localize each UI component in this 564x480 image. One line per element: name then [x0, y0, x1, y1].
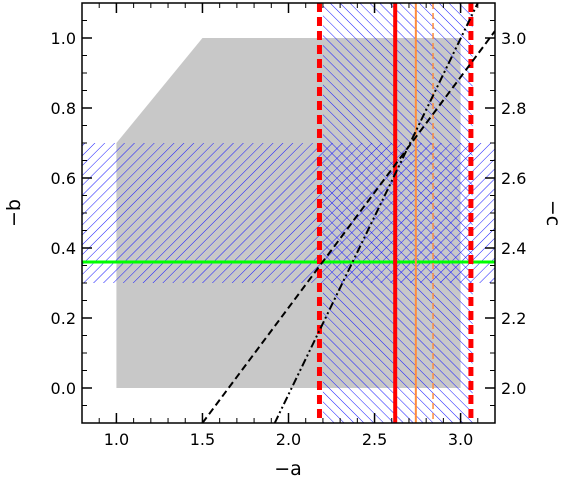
x-axis-title: −a: [274, 458, 302, 480]
y2-tick-label: 2.0: [501, 379, 526, 398]
x-tick-label: 2.0: [276, 430, 301, 449]
x-axis: 1.0 1.5 2.0 2.5 3.0: [98, 3, 479, 449]
y2-tick-label: 2.4: [501, 239, 526, 258]
y-tick-label: 0.4: [51, 239, 76, 258]
y2-tick-label: 3.0: [501, 29, 526, 48]
series-line-1: [201, 30, 495, 423]
x-tick-label: 3.0: [448, 430, 473, 449]
y2-axis-title: −c: [542, 200, 564, 226]
y2-tick-label: 2.2: [501, 309, 526, 328]
y-tick-label: 0.2: [51, 309, 76, 328]
y2-tick-label: 2.6: [501, 169, 526, 188]
x-tick-label: 1.5: [190, 430, 215, 449]
y-tick-label: 1.0: [51, 29, 76, 48]
y-axis-left: 0.0 0.2 0.4 0.6 0.8 1.0: [51, 20, 92, 406]
x-tick-label: 2.5: [362, 430, 387, 449]
y-tick-label: 0.0: [51, 379, 76, 398]
series-line-2: [273, 3, 479, 423]
y2-tick-label: 2.8: [501, 99, 526, 118]
x-tick-label: 1.0: [104, 430, 129, 449]
hatched-region-2: [322, 3, 473, 423]
y-tick-label: 0.6: [51, 169, 76, 188]
y-axis-title: −b: [3, 199, 25, 227]
y-tick-label: 0.8: [51, 99, 76, 118]
y-axis-right: 2.0 2.2 2.4 2.6 2.8 3.0: [485, 20, 526, 406]
plot-area: [82, 3, 495, 423]
